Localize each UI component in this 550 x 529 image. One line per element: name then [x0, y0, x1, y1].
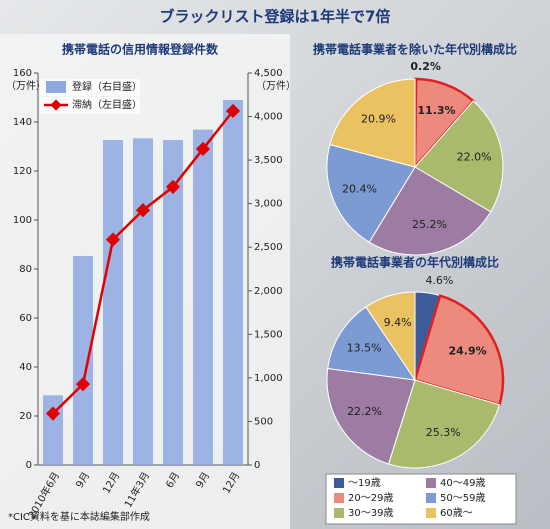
y-tick-label: 20: [19, 411, 32, 422]
footnote: *CIC資料を基に本誌編集部作成: [8, 510, 150, 523]
legend-box: [325, 473, 517, 525]
y-tick-label: 140: [13, 117, 32, 128]
y-tick-label: 120: [13, 166, 32, 177]
y-tick-label: 100: [13, 215, 32, 226]
marker: [45, 406, 61, 421]
legend-label: 60歳～: [440, 507, 473, 519]
y2-tick-label: 3,000: [254, 199, 283, 210]
legend-swatch: [334, 508, 344, 518]
bar: [163, 140, 183, 465]
data-label: 11.3%: [417, 104, 455, 117]
legend-swatch: [426, 478, 436, 488]
data-label: 0.2%: [410, 60, 441, 73]
data-label: 24.9%: [448, 344, 486, 357]
y2-tick-label: 500: [254, 416, 273, 427]
pie-slice: [327, 306, 417, 381]
bar: [133, 138, 153, 466]
pie-slice: [329, 78, 416, 168]
y-tick-label: 80: [19, 264, 32, 275]
y-axis-label: （万件）: [6, 80, 46, 92]
y2-tick-label: 4,000: [254, 112, 283, 123]
pie-slice: [414, 100, 504, 213]
legend-label: 30～39歳: [348, 507, 393, 519]
pie-slice: [326, 143, 416, 243]
legend-bg: [40, 97, 140, 114]
marker: [75, 377, 91, 392]
y2-tick-label: 2,000: [254, 286, 283, 297]
marker: [135, 203, 151, 218]
legend-label: 50～59歳: [440, 492, 485, 504]
y2-tick-label: 0: [254, 460, 260, 471]
legend-label: 滞納（左目盛）: [72, 98, 142, 111]
data-label: 20.9%: [361, 113, 396, 126]
legend-label: 20～29歳: [348, 492, 393, 504]
pie-slice: [387, 379, 501, 469]
y2-tick-label: 2,500: [254, 242, 283, 253]
data-label: 13.5%: [347, 341, 382, 354]
data-label: 22.0%: [457, 151, 492, 164]
legend-label: 40～49歳: [440, 477, 485, 489]
legend-swatch: [46, 81, 66, 93]
pie-slice: [326, 367, 416, 465]
chart-title: 携帯電話の信用情報登録件数: [62, 42, 219, 57]
data-label: 9.4%: [384, 316, 412, 329]
bar: [193, 129, 213, 465]
legend-swatch: [50, 99, 62, 111]
bar: [223, 100, 243, 465]
pie-slice: [368, 166, 492, 256]
y-tick-label: 40: [19, 362, 32, 373]
data-label: 25.2%: [412, 218, 447, 231]
y2-tick-label: 4,500: [254, 68, 283, 79]
legend-swatch: [426, 508, 436, 518]
y2-tick-label: 1,500: [254, 329, 283, 340]
y2-tick-label: 3,500: [254, 155, 283, 166]
chart-title: 携帯電話事業者の年代別構成比: [331, 255, 499, 270]
bar: [73, 255, 93, 465]
legend-swatch: [334, 478, 344, 488]
marker: [195, 141, 211, 157]
legend-swatch: [334, 493, 344, 503]
pie-slice: [365, 291, 416, 382]
chart-title: 携帯電話事業者を除いた年代別構成比: [313, 42, 517, 57]
y-tick-label: 60: [19, 313, 32, 324]
y-tick-label: 160: [13, 68, 32, 79]
data-label: 25.3%: [426, 426, 461, 439]
bar: [103, 140, 123, 465]
data-label: 4.6%: [425, 274, 453, 287]
y2-tick-label: 1,000: [254, 373, 283, 384]
data-label: 22.2%: [347, 405, 382, 418]
pie-slice: [413, 294, 505, 407]
legend-label: ～19歳: [348, 477, 381, 489]
y-tick-label: 0: [26, 460, 32, 471]
data-label: 20.4%: [342, 182, 377, 195]
legend-swatch: [426, 493, 436, 503]
main-title: ブラックリスト登録は1年半で7倍: [160, 8, 391, 26]
y2-axis-label: （万件）: [256, 80, 296, 92]
marker: [165, 179, 181, 194]
legend-label: 登録（右目盛）: [72, 80, 142, 93]
